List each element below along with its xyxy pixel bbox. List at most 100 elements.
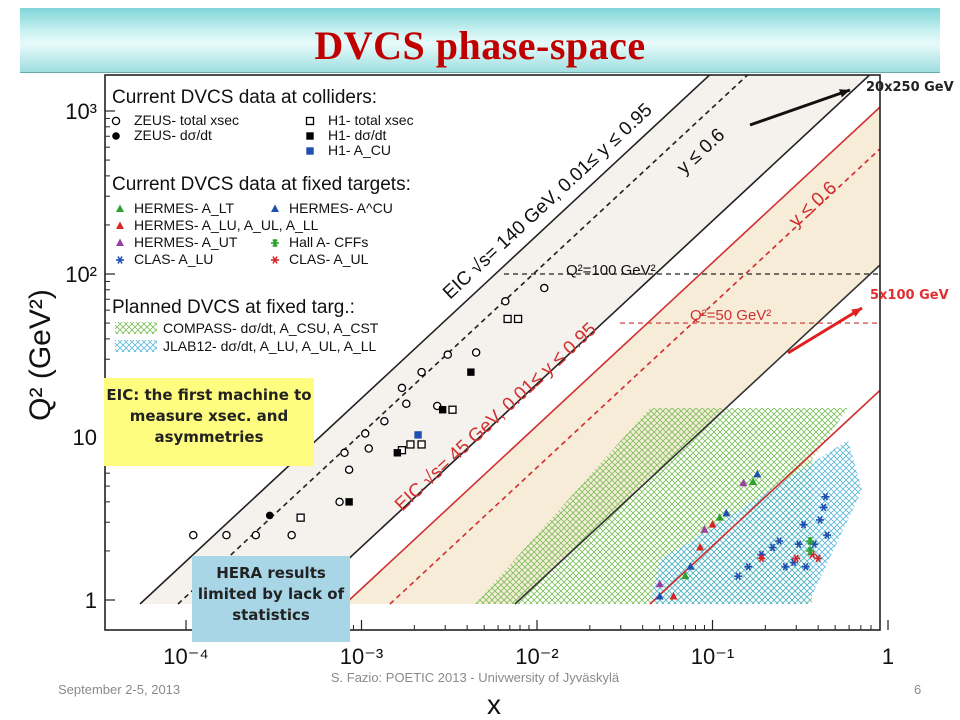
- eic-callout: EIC: the first machine to measure xsec. …: [104, 378, 314, 466]
- zeus-total-point: [189, 530, 198, 540]
- clas-alu-point: [781, 562, 790, 571]
- zeus-total-point: [287, 530, 296, 540]
- x-tick-label: 1: [882, 644, 894, 669]
- h1-acu-point: [414, 431, 422, 439]
- zeus-total-point: [364, 444, 374, 453]
- beam-label-5x100: 5x100 GeV: [870, 288, 949, 303]
- arrow-20x250: [749, 88, 851, 127]
- hermes-point: [715, 513, 724, 521]
- eic140-y095-line: [139, 75, 711, 605]
- zeus-dsdt-point: [265, 511, 274, 520]
- legend-marker: [271, 256, 279, 264]
- zeus-total-point: [443, 350, 452, 359]
- zeus-total-point: [380, 416, 389, 426]
- legend-item-label: ZEUS- total xsec: [134, 112, 239, 128]
- h1-total-point: [406, 440, 415, 449]
- y-tick-label: 10: [73, 425, 97, 450]
- h1-total-point: [417, 440, 426, 449]
- hermes-point: [686, 562, 695, 570]
- legend-item-label: HERMES- A_LT: [134, 200, 235, 216]
- legend-item-label: CLAS- A_LU: [134, 251, 213, 267]
- title-bar: DVCS phase-space: [20, 8, 940, 73]
- legend-marker: [116, 256, 124, 264]
- legend-marker: [116, 238, 124, 246]
- eic45-y06-line: [389, 147, 880, 605]
- legend-item-label: H1- A_CU: [328, 142, 391, 158]
- h1-total-point: [503, 314, 512, 324]
- legend-item-label: HERMES- A_UT: [134, 234, 238, 250]
- legend-marker: [305, 116, 315, 126]
- legend-marker: [306, 147, 314, 155]
- hermes-point: [722, 508, 731, 517]
- clas-alu-point: [794, 540, 803, 549]
- eic45-y095-line: [344, 106, 880, 605]
- legend-heading-colliders: Current DVCS data at colliders:: [112, 87, 377, 108]
- eic140-y001-line: [299, 75, 871, 605]
- footer-page-number: 6: [914, 682, 922, 697]
- footer-date: September 2-5, 2013: [58, 682, 181, 697]
- legend-marker: [271, 204, 279, 212]
- zeus-total-point: [501, 297, 510, 306]
- clas-aul-point: [814, 554, 823, 563]
- h1-dsdt-point: [345, 498, 353, 506]
- hera-callout-text: HERA results limited by lack of statisti…: [197, 564, 345, 624]
- legend-item-label: HERMES- A^CU: [289, 200, 393, 216]
- hermes-point: [669, 592, 678, 600]
- legend-marker: [116, 221, 124, 229]
- hermes-point: [739, 478, 748, 487]
- h1-dsdt-point: [438, 406, 447, 414]
- legend-marker: [271, 239, 279, 247]
- legend-item-label: H1- total xsec: [328, 112, 414, 128]
- hermes-point: [700, 525, 709, 533]
- legend-item-label: HERMES- A_LU, A_UL, A_LL: [134, 217, 319, 233]
- y-tick-label: 10³: [65, 99, 97, 124]
- clas-alu-point: [801, 562, 810, 571]
- hermes-point: [681, 571, 690, 580]
- legend-item-label: H1- dσ/dt: [328, 127, 387, 143]
- zeus-total-point: [471, 348, 481, 357]
- zeus-total-point: [222, 530, 231, 540]
- legend-pattern-swatch: [115, 322, 157, 334]
- eic140-y06-line: [177, 75, 749, 605]
- legend-marker: [116, 204, 124, 212]
- zeus-total-point: [397, 383, 407, 393]
- x-tick-label: 10⁻¹: [691, 644, 734, 669]
- jlab12-region: [650, 440, 862, 604]
- y-axis-label: Q² (GeV²): [24, 289, 57, 421]
- zeus-total-point: [360, 429, 370, 438]
- clas-aul-point: [792, 554, 801, 563]
- h1-dsdt-point: [393, 449, 402, 457]
- clas-alu-point: [799, 520, 808, 529]
- halla-point: [806, 546, 815, 555]
- h1-total-point: [296, 513, 305, 522]
- clas-aul-point: [757, 554, 766, 563]
- legend-marker: [306, 132, 314, 140]
- clas-alu-point: [819, 503, 828, 512]
- legend-item-label: COMPASS- dσ/dt, A_CSU, A_CST: [163, 320, 379, 336]
- zeus-total-point: [402, 399, 411, 408]
- q2-50-label: Q²=50 GeV²: [690, 307, 771, 324]
- clas-alu-point: [775, 537, 784, 545]
- eic140-band: [140, 75, 870, 604]
- legend-item-label: Hall A- CFFs: [289, 234, 368, 250]
- q2-100-label: Q²=100 GeV²: [566, 262, 656, 279]
- footer-credit: S. Fazio: POETIC 2013 - Univwersity of J…: [330, 670, 620, 685]
- x-tick-label: 10⁻⁴: [163, 644, 209, 669]
- hermes-point: [753, 469, 762, 478]
- zeus-total-point: [335, 497, 344, 507]
- zeus-total-point: [251, 530, 261, 540]
- h1-total-point: [513, 314, 523, 324]
- slide-title: DVCS phase-space: [314, 23, 646, 68]
- hermes-point: [708, 520, 717, 528]
- arrow-5x100: [787, 306, 863, 355]
- legend-item-label: JLAB12- dσ/dt, A_LU, A_UL, A_LL: [163, 338, 377, 354]
- clas-alu-point: [823, 531, 832, 539]
- zeus-total-point: [417, 367, 426, 377]
- legend-item-label: CLAS- A_UL: [289, 251, 369, 267]
- clas-alu-point: [734, 572, 743, 581]
- hermes-point: [655, 579, 664, 588]
- clas-alu-point: [744, 562, 753, 571]
- h1-dsdt-point: [467, 368, 475, 376]
- x-tick-label: 10⁻³: [340, 644, 383, 669]
